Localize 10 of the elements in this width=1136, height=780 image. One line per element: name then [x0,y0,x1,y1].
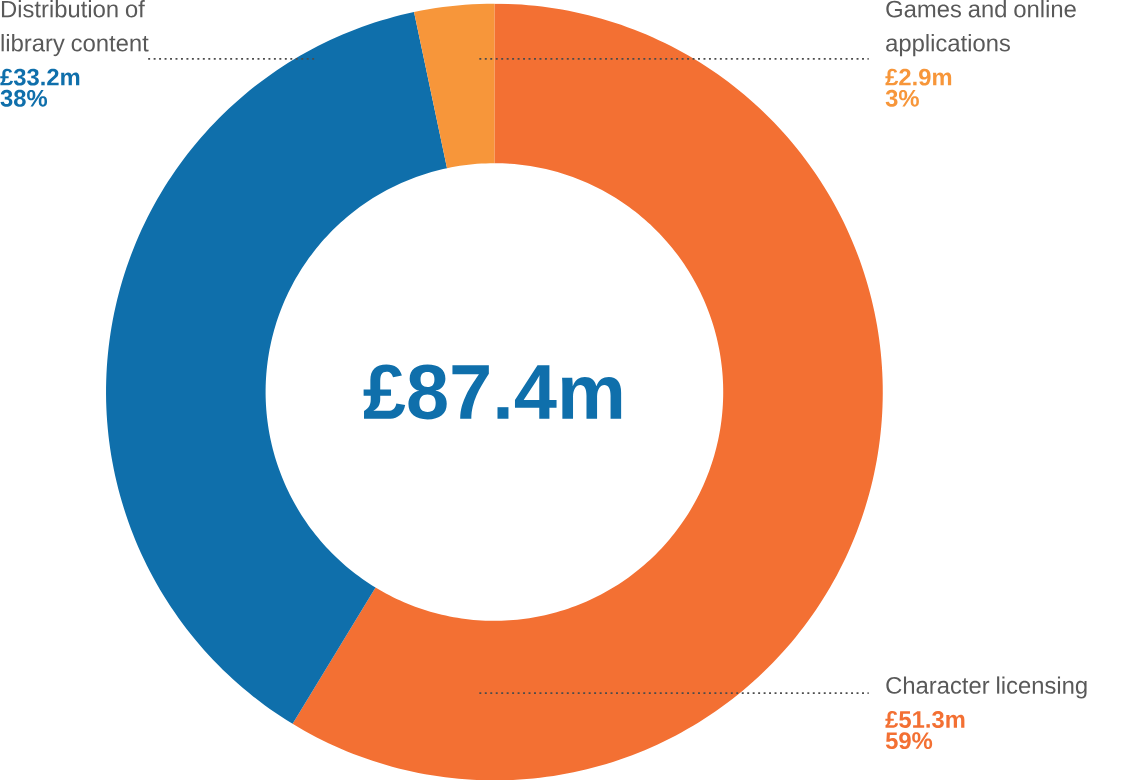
data-label: £33.2m [0,68,80,86]
text: £87.4m [363,364,622,420]
data-label: £2.9m [885,68,952,86]
data-label: £51.3m [885,710,965,728]
slice-label: Games and online applications [886,0,1076,57]
text: 59% [885,732,933,749]
slice-label: Distribution of library content [1,0,149,57]
text: 3% [885,89,919,107]
text: 38% [0,89,48,107]
slice-label: Character licensing [886,676,1087,699]
